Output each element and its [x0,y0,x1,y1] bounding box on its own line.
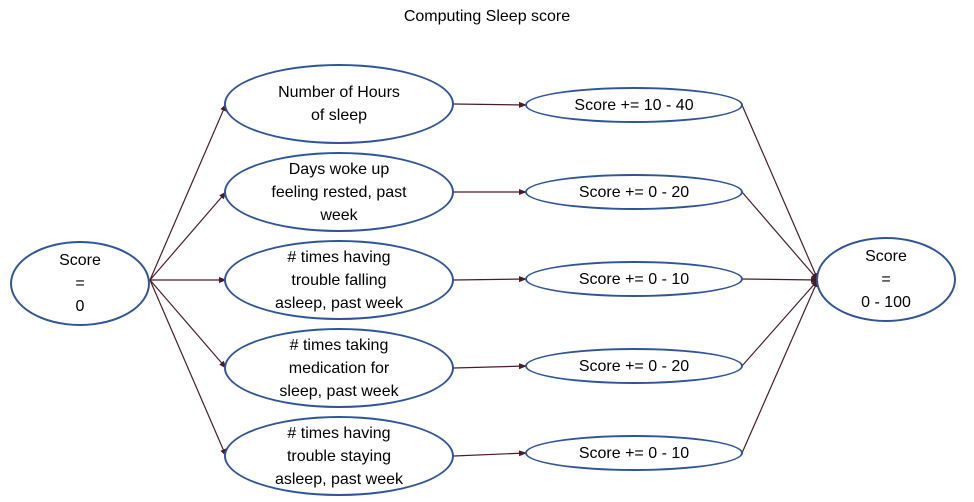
factor-4-line-1: # times taking [289,336,389,354]
arrow-factor-to-increment-3 [453,276,527,283]
factor-3-line-2: trouble falling [291,271,387,289]
score-increment-5-label: Score += 0 - 10 [578,444,690,462]
factor-5-line-1: # times having [287,424,391,442]
factor-1-line-1: Number of Hours [278,84,400,101]
score-increment-node-4: Score += 0 - 20 [525,348,743,384]
arrow-increment-to-result-2 [741,191,819,281]
start-line-3: 0 [75,298,85,315]
score-increment-3-label: Score += 0 - 10 [578,270,690,288]
score-increment-2-label: Score += 0 - 20 [578,183,690,201]
factor-2-line-1: Days woke up [288,160,390,178]
arrow-increment-to-result-1 [741,104,819,281]
score-increment-node-3: Score += 0 - 10 [525,261,743,297]
start-score-node: Score = 0 [10,241,150,326]
factor-node-trouble-falling-asleep: # times having trouble falling asleep, p… [224,240,454,320]
result-line-3: 0 - 100 [861,294,911,311]
start-line-1: Score [59,252,101,269]
score-increment-node-5: Score += 0 - 10 [525,435,743,471]
factor-node-days-rested: Days woke up feeling rested, past week [224,152,454,232]
result-line-2: = [881,271,891,288]
factor-node-hours-of-sleep: Number of Hours of sleep [224,64,454,144]
factor-node-sleep-medication: # times taking medication for sleep, pas… [224,328,454,408]
score-increment-node-2: Score += 0 - 20 [525,174,743,210]
diagram-title: Computing Sleep score [403,8,571,25]
arrow-start-to-factor-4 [149,279,227,369]
arrow-factor-to-increment-4 [453,363,527,370]
factor-5-line-2: trouble staying [286,447,392,465]
arrow-factor-to-increment-5 [453,450,527,457]
factor-node-trouble-staying-asleep: # times having trouble staying asleep, p… [224,416,454,496]
arrow-start-to-factor-1 [149,103,227,281]
score-increment-4-label: Score += 0 - 20 [578,357,690,375]
factor-1-line-2: of sleep [310,107,368,124]
result-score-node: Score = 0 - 100 [816,237,956,322]
arrow-increment-to-result-3 [741,276,819,283]
arrow-increment-to-result-4 [741,279,819,367]
factor-4-line-2: medication for [288,359,390,377]
arrow-start-to-factor-2 [149,191,227,281]
start-line-2: = [75,275,85,292]
score-increment-node-1: Score += 10 - 40 [525,87,743,123]
arrow-increment-to-result-5 [741,279,819,454]
factor-5-line-3: asleep, past week [274,470,404,488]
factor-3-line-1: # times having [287,248,391,266]
factor-2-line-2: feeling rested, past [271,183,407,201]
arrow-start-to-factor-5 [149,279,227,457]
factor-2-line-3: week [320,206,358,224]
factor-3-line-3: asleep, past week [274,294,404,312]
score-increment-1-label: Score += 10 - 40 [574,96,694,114]
factor-4-line-3: sleep, past week [279,382,399,400]
arrow-factor-to-increment-1 [453,101,527,108]
result-line-1: Score [865,248,907,265]
